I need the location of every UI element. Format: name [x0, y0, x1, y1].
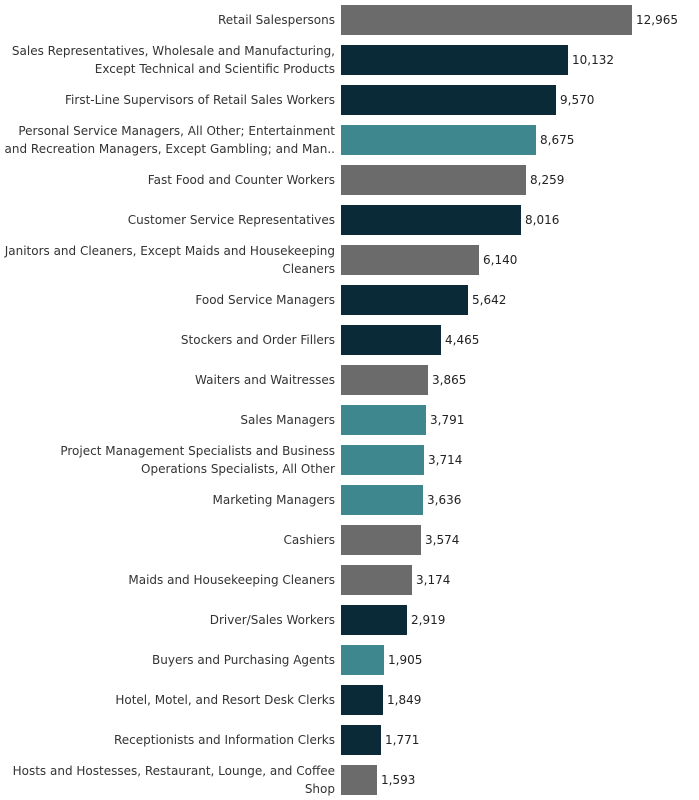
- bar: [341, 565, 412, 595]
- value-label: 1,905: [388, 653, 423, 667]
- bar: [341, 445, 424, 475]
- value-label: 1,593: [381, 773, 416, 787]
- value-label: 5,642: [472, 293, 507, 307]
- value-label: 1,771: [385, 733, 420, 747]
- bar: [341, 525, 421, 555]
- category-label: Marketing Managers: [212, 493, 335, 507]
- bar: [341, 325, 441, 355]
- category-label: Stockers and Order Fillers: [180, 333, 335, 347]
- category-label: Retail Salespersons: [217, 13, 335, 27]
- bar: [341, 365, 428, 395]
- bar: [341, 5, 632, 35]
- value-label: 3,791: [430, 413, 465, 427]
- bar: [341, 205, 521, 235]
- category-label: Customer Service Representatives: [127, 213, 335, 227]
- value-label: 3,865: [432, 373, 467, 387]
- bar: [341, 725, 381, 755]
- category-label: Personal Service Managers, All Other; En…: [4, 124, 336, 156]
- bar: [341, 45, 568, 75]
- bar: [341, 285, 468, 315]
- bar: [341, 685, 383, 715]
- category-label: Hotel, Motel, and Resort Desk Clerks: [115, 693, 335, 707]
- value-label: 4,465: [445, 333, 480, 347]
- value-label: 3,174: [416, 573, 451, 587]
- value-label: 2,919: [411, 613, 446, 627]
- category-label: Sales Representatives, Wholesale and Man…: [11, 44, 335, 76]
- bar: [341, 485, 423, 515]
- category-label: Waiters and Waitresses: [195, 373, 335, 387]
- category-label: Fast Food and Counter Workers: [147, 173, 335, 187]
- category-label: Receptionists and Information Clerks: [113, 733, 335, 747]
- category-label: First-Line Supervisors of Retail Sales W…: [65, 93, 335, 107]
- category-label: Hosts and Hostesses, Restaurant, Lounge,…: [12, 764, 335, 796]
- value-label: 10,132: [572, 53, 614, 67]
- category-label: Janitors and Cleaners, Except Maids and …: [4, 244, 335, 276]
- value-label: 8,259: [530, 173, 565, 187]
- bar: [341, 165, 526, 195]
- category-label: Sales Managers: [240, 413, 335, 427]
- category-label: Maids and Housekeeping Cleaners: [128, 573, 335, 587]
- value-label: 8,016: [525, 213, 560, 227]
- value-label: 3,574: [425, 533, 460, 547]
- bar: [341, 405, 426, 435]
- category-label: Buyers and Purchasing Agents: [152, 653, 335, 667]
- value-label: 8,675: [540, 133, 575, 147]
- value-label: 9,570: [560, 93, 595, 107]
- value-label: 3,714: [428, 453, 463, 467]
- bar: [341, 645, 384, 675]
- value-label: 3,636: [427, 493, 462, 507]
- value-label: 6,140: [483, 253, 518, 267]
- bar: [341, 765, 377, 795]
- category-label: Driver/Sales Workers: [209, 613, 335, 627]
- bar: [341, 85, 556, 115]
- category-label: Food Service Managers: [195, 293, 335, 307]
- category-label: Cashiers: [283, 533, 336, 547]
- value-label: 12,965: [636, 13, 678, 27]
- bar: [341, 125, 536, 155]
- bar: [341, 245, 479, 275]
- category-label: Project Management Specialists and Busin…: [60, 444, 335, 476]
- value-label: 1,849: [387, 693, 422, 707]
- bar: [341, 605, 407, 635]
